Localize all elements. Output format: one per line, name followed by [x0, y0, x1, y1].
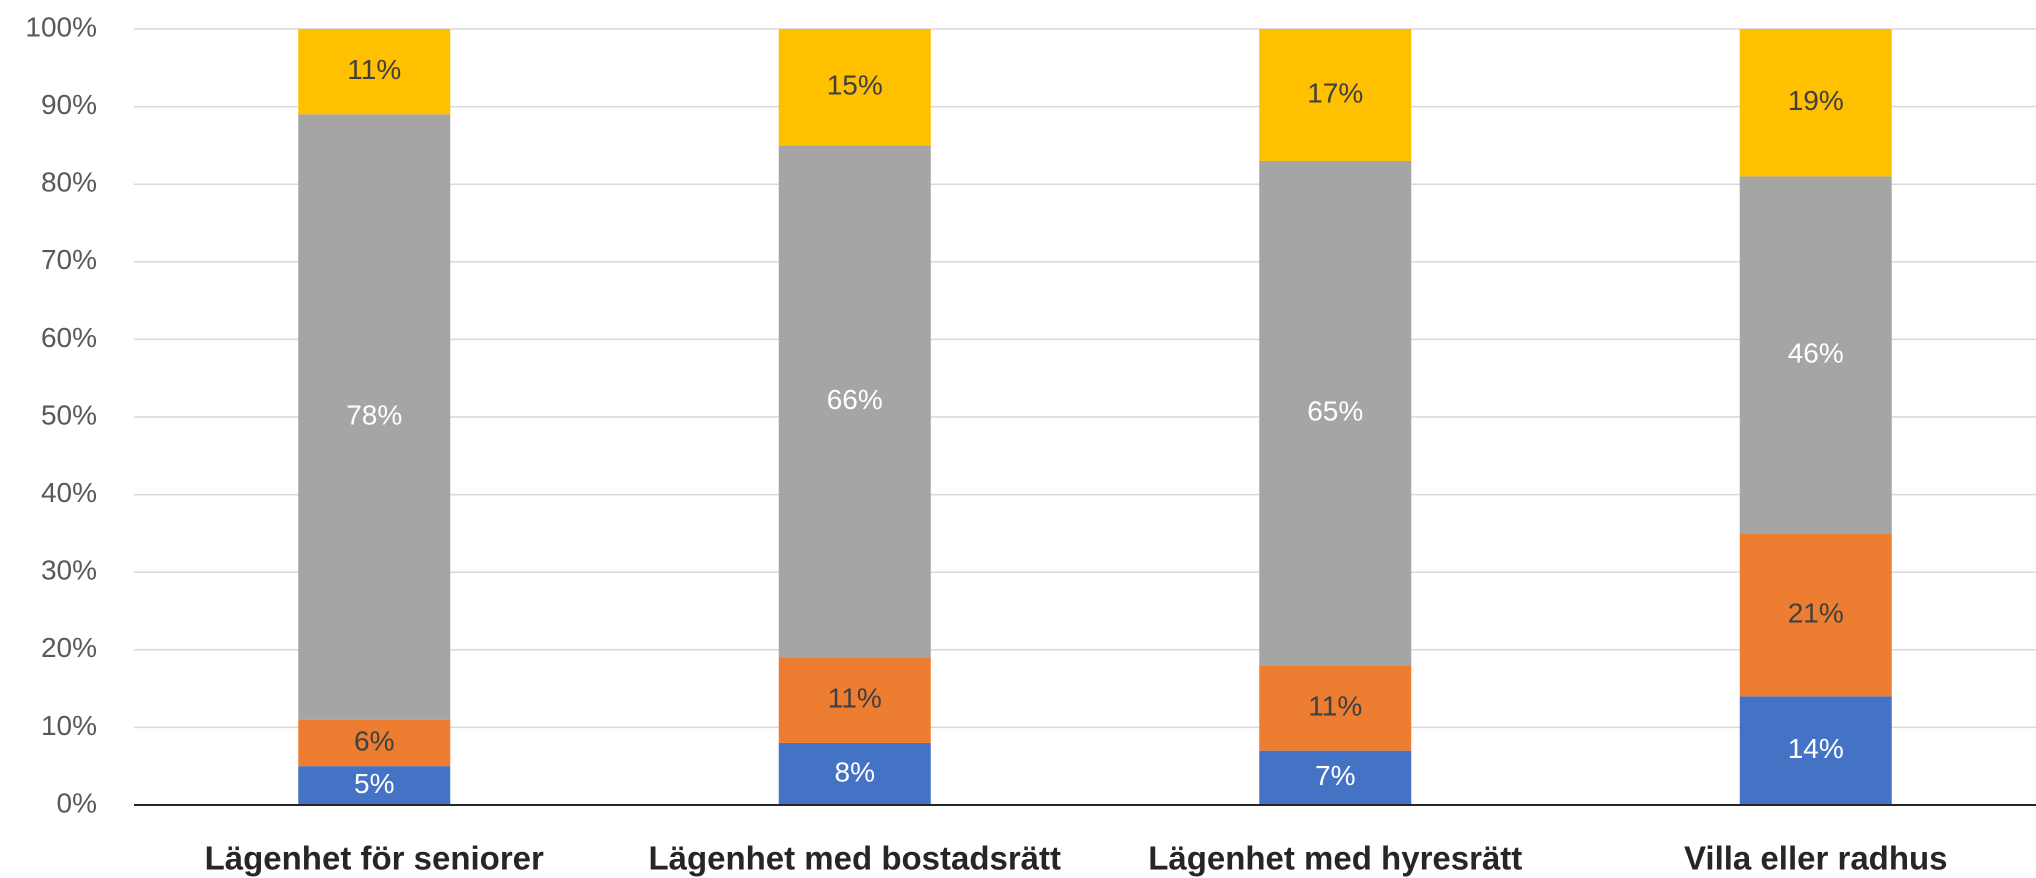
y-tick-label: 20% [41, 632, 97, 663]
bar-segment [298, 766, 451, 805]
value-label: 8% [835, 756, 875, 787]
y-tick-label: 50% [41, 399, 97, 430]
value-label: 21% [1788, 597, 1844, 628]
bar-segment [778, 29, 931, 146]
x-tick-label: Lägenhet för seniorer [205, 840, 544, 877]
bar-segment [778, 742, 931, 805]
value-label: 11% [1308, 690, 1362, 721]
bar-segment [1739, 696, 1892, 805]
bar-segment [1739, 533, 1892, 697]
y-tick-label: 90% [41, 89, 97, 120]
bar-segment [1739, 29, 1892, 177]
value-label: 66% [827, 384, 883, 415]
bar-segment [298, 719, 451, 767]
x-tick-label: Lägenhet med bostadsrätt [648, 840, 1061, 877]
value-label: 14% [1788, 733, 1844, 764]
value-label: 7% [1315, 760, 1355, 791]
bar-segment [1259, 750, 1412, 805]
value-label: 15% [827, 70, 883, 101]
y-tick-label: 60% [41, 322, 97, 353]
value-label: 11% [347, 54, 401, 85]
bar-segment [1259, 29, 1412, 161]
y-tick-label: 10% [41, 710, 97, 741]
bar-segment [778, 657, 931, 743]
y-tick-label: 0% [57, 787, 97, 818]
x-tick-label: Villa eller radhus [1684, 840, 1948, 877]
value-label: 46% [1788, 337, 1844, 368]
y-tick-label: 80% [41, 167, 97, 198]
bar-segment [778, 145, 931, 658]
bar-segment [298, 29, 451, 115]
y-tick-label: 100% [25, 11, 97, 42]
y-tick-label: 40% [41, 477, 97, 508]
bar-segment [1259, 160, 1412, 666]
value-label: 5% [354, 768, 394, 799]
y-tick-label: 30% [41, 555, 97, 586]
value-label: 6% [354, 725, 394, 756]
value-label: 78% [346, 399, 402, 430]
bar-segment [1739, 176, 1892, 534]
bar-segment [298, 114, 451, 720]
value-label: 17% [1307, 77, 1363, 108]
bar-segment [1259, 665, 1412, 751]
value-label: 65% [1307, 396, 1363, 427]
value-label: 19% [1788, 85, 1844, 116]
x-tick-label: Lägenhet med hyresrätt [1148, 840, 1522, 877]
value-label: 11% [828, 683, 882, 714]
y-tick-label: 70% [41, 244, 97, 275]
